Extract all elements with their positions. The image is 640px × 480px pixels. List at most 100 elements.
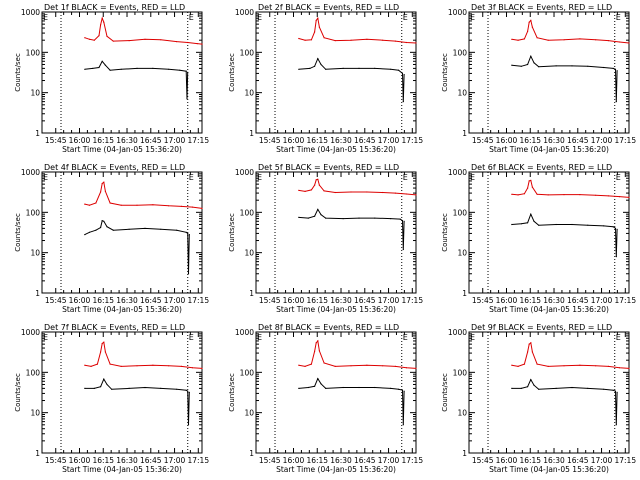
data-point-lld — [298, 189, 300, 191]
data-point-events — [84, 234, 86, 236]
data-point-lld — [628, 367, 630, 369]
x-tick-label: 16:00 — [283, 296, 305, 305]
data-point-lld — [595, 365, 597, 367]
data-point-lld — [109, 202, 111, 204]
data-point-events — [179, 69, 181, 71]
data-point-lld — [304, 39, 306, 41]
y-tick-label: 100 — [26, 48, 41, 57]
data-point-lld — [315, 179, 317, 181]
data-point-lld — [180, 365, 182, 367]
data-point-lld — [528, 21, 530, 23]
panel-title: Det 8f BLACK = Events, RED = LLD — [258, 323, 399, 332]
data-point-lld — [527, 30, 529, 32]
data-point-lld — [168, 205, 170, 207]
data-point-events — [403, 390, 405, 392]
y-axis-label: Counts/sec — [14, 53, 22, 92]
data-point-events — [603, 388, 605, 390]
x-tick-label: 16:00 — [69, 456, 91, 465]
marker-e-right: E — [616, 13, 621, 22]
data-point-lld — [180, 205, 182, 207]
marker-e-right: E — [403, 13, 408, 22]
data-point-events — [100, 226, 102, 229]
data-point-lld — [530, 19, 532, 21]
y-tick-label: 10 — [30, 409, 40, 418]
x-tick-label: 16:15 — [306, 296, 328, 305]
series-line-events — [84, 220, 190, 274]
data-point-events — [342, 218, 344, 220]
x-tick-label: 16:30 — [543, 456, 565, 465]
marker-e-left: E — [257, 13, 262, 22]
marker-e-right: E — [403, 173, 408, 182]
data-point-events — [93, 387, 95, 389]
data-point-lld — [136, 204, 138, 206]
y-tick-label: 10 — [244, 89, 254, 98]
x-tick-label: 16:45 — [140, 136, 162, 145]
data-point-events — [374, 67, 376, 69]
data-point-events — [614, 68, 617, 70]
panel-title: Det 9f BLACK = Events, RED = LLD — [471, 323, 612, 332]
data-point-lld — [531, 26, 534, 28]
plot-frame — [468, 11, 630, 134]
data-point-lld — [152, 364, 154, 366]
marker-e-right: E — [189, 333, 194, 342]
series-line-events — [298, 208, 405, 250]
x-tick-label: 17:15 — [187, 296, 209, 305]
data-point-events — [530, 379, 532, 381]
data-point-lld — [314, 184, 316, 186]
data-point-lld — [405, 367, 408, 369]
data-point-events — [402, 424, 404, 426]
data-point-lld — [415, 367, 417, 369]
x-tick-label: 16:45 — [567, 136, 589, 145]
data-point-events — [603, 225, 605, 227]
data-point-events — [92, 67, 94, 69]
plot-frame — [41, 331, 203, 454]
data-point-lld — [579, 194, 581, 196]
data-point-lld — [350, 191, 352, 193]
data-point-lld — [103, 341, 105, 343]
data-point-lld — [310, 39, 312, 41]
marker-e-right: E — [616, 333, 621, 342]
panel-title: Det 1f BLACK = Events, RED = LLD — [44, 3, 185, 12]
data-point-lld — [314, 350, 316, 352]
data-point-events — [587, 224, 589, 226]
data-point-lld — [84, 37, 86, 39]
x-tick-label: 16:00 — [496, 136, 518, 145]
data-point-lld — [310, 189, 312, 191]
x-tick-label: 17:15 — [401, 136, 423, 145]
data-point-lld — [530, 179, 532, 181]
data-point-events — [314, 385, 316, 387]
data-point-lld — [318, 26, 320, 28]
y-tick-label: 10 — [457, 409, 467, 418]
data-point-lld — [607, 365, 610, 367]
data-point-lld — [536, 363, 538, 365]
x-tick-label: 16:15 — [306, 136, 328, 145]
data-point-lld — [523, 193, 526, 195]
data-point-lld — [563, 365, 565, 367]
x-tick-label: 16:45 — [354, 136, 376, 145]
data-point-lld — [98, 35, 100, 37]
data-point-events — [128, 228, 130, 230]
y-tick-label: 100 — [26, 208, 41, 217]
x-axis-label: Start Time (04-Jan-05 15:36:20) — [276, 305, 396, 314]
x-tick-label: 17:15 — [614, 456, 636, 465]
series-line-events — [298, 57, 405, 102]
plot-frame — [255, 171, 417, 294]
y-tick-label: 10 — [457, 249, 467, 258]
data-point-events — [511, 387, 513, 389]
data-point-events — [390, 218, 392, 220]
data-point-events — [104, 64, 106, 66]
y-tick-label: 10 — [244, 249, 254, 258]
data-point-lld — [415, 42, 417, 44]
x-tick-label: 15:45 — [472, 456, 494, 465]
data-point-lld — [334, 191, 336, 194]
data-point-lld — [109, 363, 111, 365]
data-point-lld — [136, 365, 138, 367]
data-point-events — [100, 386, 102, 388]
x-axis-label: Start Time (04-Jan-05 15:36:20) — [276, 465, 396, 474]
data-point-events — [398, 69, 400, 71]
data-point-lld — [196, 43, 198, 45]
x-tick-label: 17:15 — [187, 456, 209, 465]
y-tick-label: 100 — [453, 48, 468, 57]
x-tick-label: 16:45 — [354, 296, 376, 305]
marker-e-left: E — [257, 173, 262, 182]
